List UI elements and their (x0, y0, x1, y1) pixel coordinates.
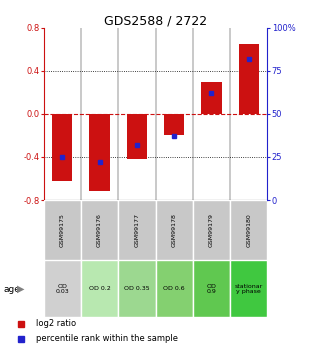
Bar (230, 260, 267, 317)
Bar (118, 260, 156, 317)
Text: stationar
y phase: stationar y phase (235, 284, 263, 294)
Title: GDS2588 / 2722: GDS2588 / 2722 (104, 14, 207, 28)
Text: ▶: ▶ (17, 284, 25, 294)
Bar (44, 200, 81, 260)
Text: GSM99176: GSM99176 (97, 213, 102, 247)
Bar (156, 260, 193, 317)
Text: OD 0.2: OD 0.2 (89, 286, 110, 292)
Text: OD 0.35: OD 0.35 (124, 286, 150, 292)
Bar (127, 114, 147, 159)
Bar (118, 200, 156, 260)
Text: age: age (3, 285, 20, 294)
Text: OD
0.03: OD 0.03 (55, 284, 69, 294)
Bar (89, 114, 110, 191)
Bar (81, 200, 118, 260)
Bar (44, 260, 81, 317)
Bar (230, 200, 267, 260)
Text: GSM99179: GSM99179 (209, 213, 214, 247)
Bar (201, 81, 222, 114)
Text: percentile rank within the sample: percentile rank within the sample (36, 334, 178, 343)
Text: OD
0.9: OD 0.9 (207, 284, 216, 294)
Text: log2 ratio: log2 ratio (36, 319, 76, 328)
Bar (156, 200, 193, 260)
Bar (164, 114, 184, 136)
Bar (239, 44, 259, 114)
Text: GSM99180: GSM99180 (246, 214, 251, 247)
Text: OD 0.6: OD 0.6 (163, 286, 185, 292)
Bar (52, 114, 72, 181)
Bar (193, 260, 230, 317)
Text: GSM99178: GSM99178 (172, 213, 177, 247)
Text: GSM99177: GSM99177 (134, 213, 139, 247)
Bar (81, 260, 118, 317)
Text: GSM99175: GSM99175 (60, 213, 65, 247)
Bar (193, 200, 230, 260)
